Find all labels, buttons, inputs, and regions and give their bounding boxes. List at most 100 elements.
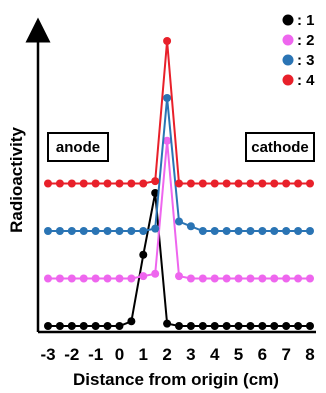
series-3-point <box>186 222 195 231</box>
x-tick-label: 0 <box>115 345 124 364</box>
series-4-point <box>91 179 100 188</box>
series-2-point <box>246 274 255 283</box>
legend-marker-1 <box>282 14 294 26</box>
x-tick-label: 1 <box>139 345 148 364</box>
series-1-point <box>55 322 64 330</box>
series-1-point <box>44 322 52 330</box>
series-2-point <box>294 274 303 283</box>
series-3-point <box>222 227 231 235</box>
cathode-label: cathode <box>251 139 309 156</box>
legend-marker-3 <box>282 54 294 66</box>
series-3-point <box>294 227 303 235</box>
series-2-point <box>175 272 183 281</box>
series-2-point <box>258 274 267 283</box>
series-4-point <box>79 179 88 188</box>
series-1-point <box>234 322 243 330</box>
x-tick-label: 3 <box>186 345 195 364</box>
x-tick-labels: -3 -2 -1 0 1 2 3 4 5 6 7 8 <box>40 345 314 364</box>
series-2 <box>44 136 314 283</box>
series-2-point <box>163 136 172 145</box>
series-4-point <box>139 179 148 188</box>
x-tick-label: -2 <box>64 345 79 364</box>
series-1-point <box>246 322 255 330</box>
series-4-point <box>175 179 183 188</box>
series-2-point <box>186 274 195 283</box>
series-3 <box>44 94 314 235</box>
legend-marker-2 <box>282 34 294 46</box>
series-3-point <box>163 94 172 102</box>
series-3-point <box>210 227 219 235</box>
x-tick-label: -1 <box>88 345 103 364</box>
anode-box-frame <box>47 132 109 162</box>
series-4-point <box>258 179 267 188</box>
series-4-point <box>306 179 314 188</box>
series-2-point <box>67 274 76 283</box>
series-2-point <box>127 274 136 283</box>
legend-label-1: : 1 <box>297 12 315 29</box>
series-4-point <box>246 179 255 188</box>
series-1 <box>44 189 314 330</box>
series-2-point <box>103 274 112 283</box>
series-4-point <box>115 179 124 188</box>
series-2-point <box>306 274 314 283</box>
series-2-point <box>234 274 243 283</box>
legend: : 1: 2: 3: 4 <box>282 12 315 89</box>
series-1-point <box>186 322 195 330</box>
y-axis-label: Radioactivity <box>7 127 26 233</box>
series-3-point <box>91 227 100 235</box>
series-3-point <box>282 227 291 235</box>
anode-label: anode <box>56 139 100 156</box>
series-1-point <box>127 317 136 326</box>
series-3-line <box>48 97 310 232</box>
series-1-point <box>151 189 160 197</box>
series-3-point <box>103 227 112 235</box>
series-2-point <box>210 274 219 283</box>
series-4-point <box>103 179 112 188</box>
series-1-point <box>163 319 172 328</box>
series-4 <box>44 37 314 188</box>
series-3-point <box>270 227 279 235</box>
series-2-point <box>44 274 52 283</box>
x-tick-label: -3 <box>40 345 55 364</box>
series-4-point <box>151 177 160 186</box>
series-4-point <box>186 179 195 188</box>
series-1-point <box>103 322 112 330</box>
series-4-point <box>55 179 64 188</box>
series-1-point <box>198 322 207 330</box>
legend-label-4: : 4 <box>297 72 315 89</box>
series-1-point <box>115 322 124 330</box>
series-2-point <box>139 272 148 281</box>
series-1-point <box>306 322 314 330</box>
series-4-point <box>163 37 172 45</box>
series-1-point <box>222 322 231 330</box>
series-3-point <box>44 227 52 235</box>
series-2-point <box>55 274 64 283</box>
series-4-point <box>222 179 231 188</box>
series-1-point <box>91 322 100 330</box>
series-2-point <box>222 274 231 283</box>
series-4-point <box>44 179 52 188</box>
series-1-point <box>139 250 148 259</box>
series-3-point <box>234 227 243 235</box>
x-tick-label: 6 <box>258 345 267 364</box>
series-1-point <box>294 322 303 330</box>
series-2-point <box>198 274 207 283</box>
series-1-point <box>175 322 183 330</box>
series-3-point <box>55 227 64 235</box>
series-3-point <box>175 217 183 226</box>
series-4-point <box>210 179 219 188</box>
series-1-point <box>210 322 219 330</box>
series-4-point <box>198 179 207 188</box>
series-2-point <box>270 274 279 283</box>
series-4-point <box>270 179 279 188</box>
series-3-point <box>139 227 148 235</box>
series-3-point <box>306 227 314 235</box>
series-3-point <box>258 227 267 235</box>
series-3-point <box>246 227 255 235</box>
series-3-point <box>115 227 124 235</box>
series-2-point <box>115 274 124 283</box>
cathode-box: cathode <box>245 132 315 162</box>
series-1-point <box>258 322 267 330</box>
series-4-point <box>282 179 291 188</box>
